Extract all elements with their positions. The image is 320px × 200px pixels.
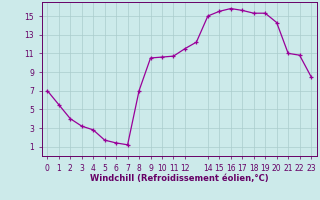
X-axis label: Windchill (Refroidissement éolien,°C): Windchill (Refroidissement éolien,°C) [90, 174, 268, 183]
